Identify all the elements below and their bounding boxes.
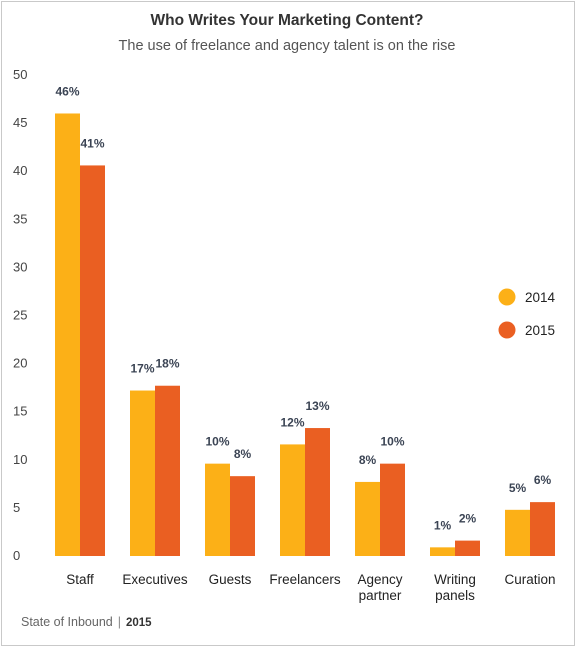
legend-swatch-2014	[498, 288, 516, 306]
legend-label-2014: 2014	[525, 290, 556, 305]
bar-2014-executives	[130, 390, 155, 556]
y-tick-label: 40	[13, 163, 27, 178]
x-category-label: panels	[435, 588, 475, 603]
y-tick-label: 50	[13, 67, 27, 82]
bar-2015-writing-panels	[455, 540, 480, 556]
x-category-label: Staff	[66, 572, 94, 587]
bar-2015-curation	[530, 502, 555, 556]
data-label: 5%	[509, 481, 527, 495]
y-tick-label: 35	[13, 211, 27, 226]
data-label: 12%	[280, 415, 304, 429]
data-label: 2%	[459, 512, 477, 526]
x-category-label: Freelancers	[269, 572, 341, 587]
data-label: 13%	[305, 399, 329, 413]
data-label: 41%	[80, 136, 104, 150]
x-category-label: Executives	[122, 572, 188, 587]
source-name: State of Inbound	[21, 615, 113, 629]
data-label: 18%	[155, 357, 179, 371]
bar-2014-staff	[55, 113, 80, 556]
bar-2014-guests	[205, 463, 230, 556]
bar-2015-staff	[80, 165, 105, 557]
y-tick-label: 0	[13, 548, 20, 563]
data-label: 1%	[434, 518, 452, 532]
bar-2015-guests	[230, 476, 255, 556]
bar-2014-agency-partner	[355, 481, 380, 556]
chart-subtitle: The use of freelance and agency talent i…	[118, 38, 456, 54]
data-label: 6%	[534, 473, 552, 487]
source-footer: State of Inbound | 2015	[21, 615, 152, 629]
y-tick-label: 5	[13, 500, 20, 515]
data-label: 46%	[55, 84, 79, 98]
data-label: 8%	[234, 447, 252, 461]
y-tick-label: 20	[13, 356, 27, 371]
bar-2015-agency-partner	[380, 463, 405, 556]
data-label: 8%	[359, 453, 377, 467]
bar-2015-executives	[155, 385, 180, 556]
x-category-label: Guests	[209, 572, 252, 587]
y-tick-label: 30	[13, 259, 27, 274]
chart-title: Who Writes Your Marketing Content?	[150, 12, 424, 29]
bar-2014-writing-panels	[430, 547, 455, 556]
data-label: 10%	[380, 435, 404, 449]
data-label: 17%	[130, 362, 154, 376]
legend-swatch-2015	[498, 321, 516, 339]
y-tick-label: 10	[13, 452, 27, 467]
bar-2015-freelancers	[305, 428, 330, 556]
x-category-label: Agency	[357, 572, 402, 587]
legend-label-2015: 2015	[525, 323, 555, 338]
source-year: 2015	[126, 617, 152, 629]
y-tick-label: 25	[13, 308, 27, 323]
y-tick-label: 45	[13, 115, 27, 130]
x-category-label: Curation	[504, 572, 555, 587]
source-separator: |	[117, 615, 121, 629]
data-label: 10%	[205, 435, 229, 449]
bar-2014-freelancers	[280, 444, 305, 556]
y-tick-label: 15	[13, 404, 27, 419]
x-category-label: Writing	[434, 572, 476, 587]
x-category-label: partner	[359, 588, 402, 603]
bar-2014-curation	[505, 509, 530, 556]
